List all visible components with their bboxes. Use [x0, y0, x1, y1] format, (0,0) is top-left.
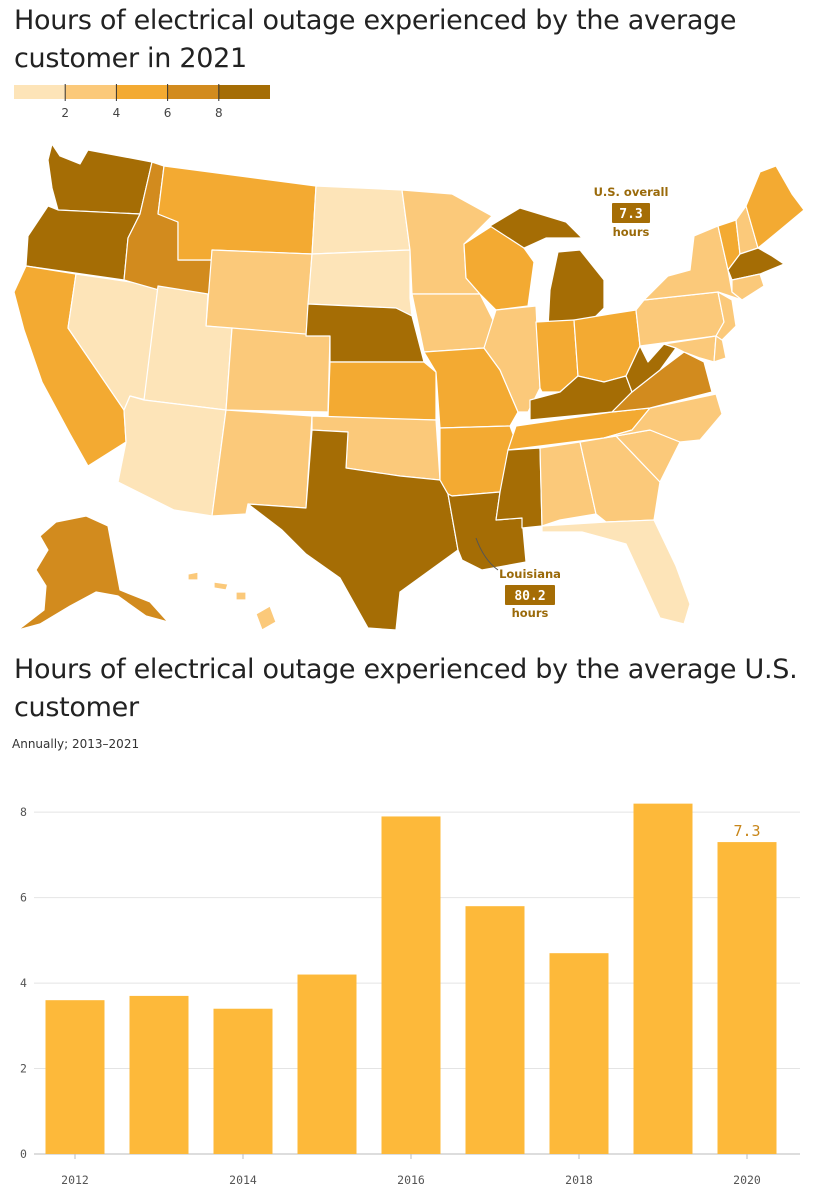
state-CO [225, 327, 331, 413]
x-tick-label: 2018 [565, 1173, 593, 1187]
callout-louisiana-value: 80.2 [514, 589, 545, 604]
state-AZ [117, 395, 227, 517]
x-tick-label: 2012 [61, 1173, 89, 1187]
legend-swatches [14, 85, 270, 99]
legend-swatch-4 [218, 85, 270, 99]
bar-chart-subtitle: Annually; 2013–2021 [12, 737, 140, 751]
legend-swatch-2 [116, 85, 168, 99]
louisiana-pointer [475, 537, 499, 571]
y-tick-label: 8 [20, 805, 27, 819]
map-legend: 2 4 6 8 [14, 84, 270, 120]
state-NJ [715, 291, 737, 341]
map-title: Hours of electrical outage experienced b… [14, 5, 737, 74]
bar-2012 [45, 1000, 105, 1154]
state-KS [327, 361, 437, 421]
louisiana-callout: Louisiana 80.2 hours [475, 537, 561, 620]
x-axis-ticks: 2012 2014 2016 2018 2020 [61, 1154, 761, 1187]
state-NM [211, 409, 313, 517]
state-WA [47, 143, 153, 215]
y-tick-label: 4 [20, 976, 27, 990]
legend-tick-label: 4 [113, 106, 121, 120]
legend-swatch-1 [65, 85, 117, 99]
us-overall-callout: U.S. overall 7.3 hours [594, 185, 669, 239]
legend-swatch-3 [167, 85, 219, 99]
callout-overall-unit: hours [613, 225, 650, 239]
state-MT [157, 165, 317, 261]
callout-overall-value: 7.3 [619, 207, 642, 222]
bar-2018 [549, 953, 609, 1154]
state-AL [539, 441, 597, 527]
callout-overall-box [612, 203, 650, 223]
state-DE [713, 335, 727, 363]
legend-tick-label: 2 [61, 106, 69, 120]
state-TX [247, 429, 459, 631]
state-IA [411, 293, 497, 353]
x-tick-label: 2016 [397, 1173, 425, 1187]
state-HI [255, 605, 277, 631]
legend-swatch-0 [14, 85, 66, 99]
state-ME [745, 165, 805, 249]
bar-value-annotation: 7.3 [733, 822, 760, 840]
legend-ticks: 2 4 6 8 [61, 84, 223, 120]
legend-tick-label: 6 [164, 106, 172, 120]
bar-chart-title: Hours of electrical outage experienced b… [14, 654, 798, 723]
us-choropleth-map: U.S. overall 7.3 hours Louisiana 80.2 ho… [13, 143, 805, 631]
state-ND [311, 185, 411, 255]
legend-tick-label: 8 [215, 106, 223, 120]
bar-2014 [213, 1008, 273, 1154]
bar-chart: 0 2 4 6 8 2012 2014 2016 2018 2020 7.3 [20, 803, 800, 1187]
bars [45, 803, 777, 1154]
x-tick-label: 2020 [733, 1173, 761, 1187]
state-WY [205, 249, 313, 337]
y-axis-ticks: 0 2 4 6 8 [20, 805, 27, 1161]
callout-overall-label: U.S. overall [594, 185, 669, 199]
state-HI-islands [187, 571, 247, 601]
y-tick-label: 2 [20, 1062, 27, 1076]
bar-2017 [465, 906, 525, 1154]
x-tick-label: 2014 [229, 1173, 257, 1187]
bar-2020 [717, 842, 777, 1154]
state-CT-RI [731, 273, 765, 301]
y-tick-label: 0 [20, 1147, 27, 1161]
callout-louisiana-unit: hours [512, 606, 549, 620]
state-MI-upper [489, 207, 583, 249]
y-tick-label: 6 [20, 891, 27, 905]
bar-2019 [633, 803, 693, 1154]
callout-louisiana-box [505, 585, 555, 605]
state-FL [541, 519, 691, 625]
callout-louisiana-label: Louisiana [499, 567, 561, 581]
bar-2016 [381, 816, 441, 1154]
state-NC [603, 393, 723, 443]
state-AK [17, 515, 169, 631]
state-IL [483, 305, 541, 413]
bar-2013 [129, 995, 189, 1154]
bar-2015 [297, 974, 357, 1154]
